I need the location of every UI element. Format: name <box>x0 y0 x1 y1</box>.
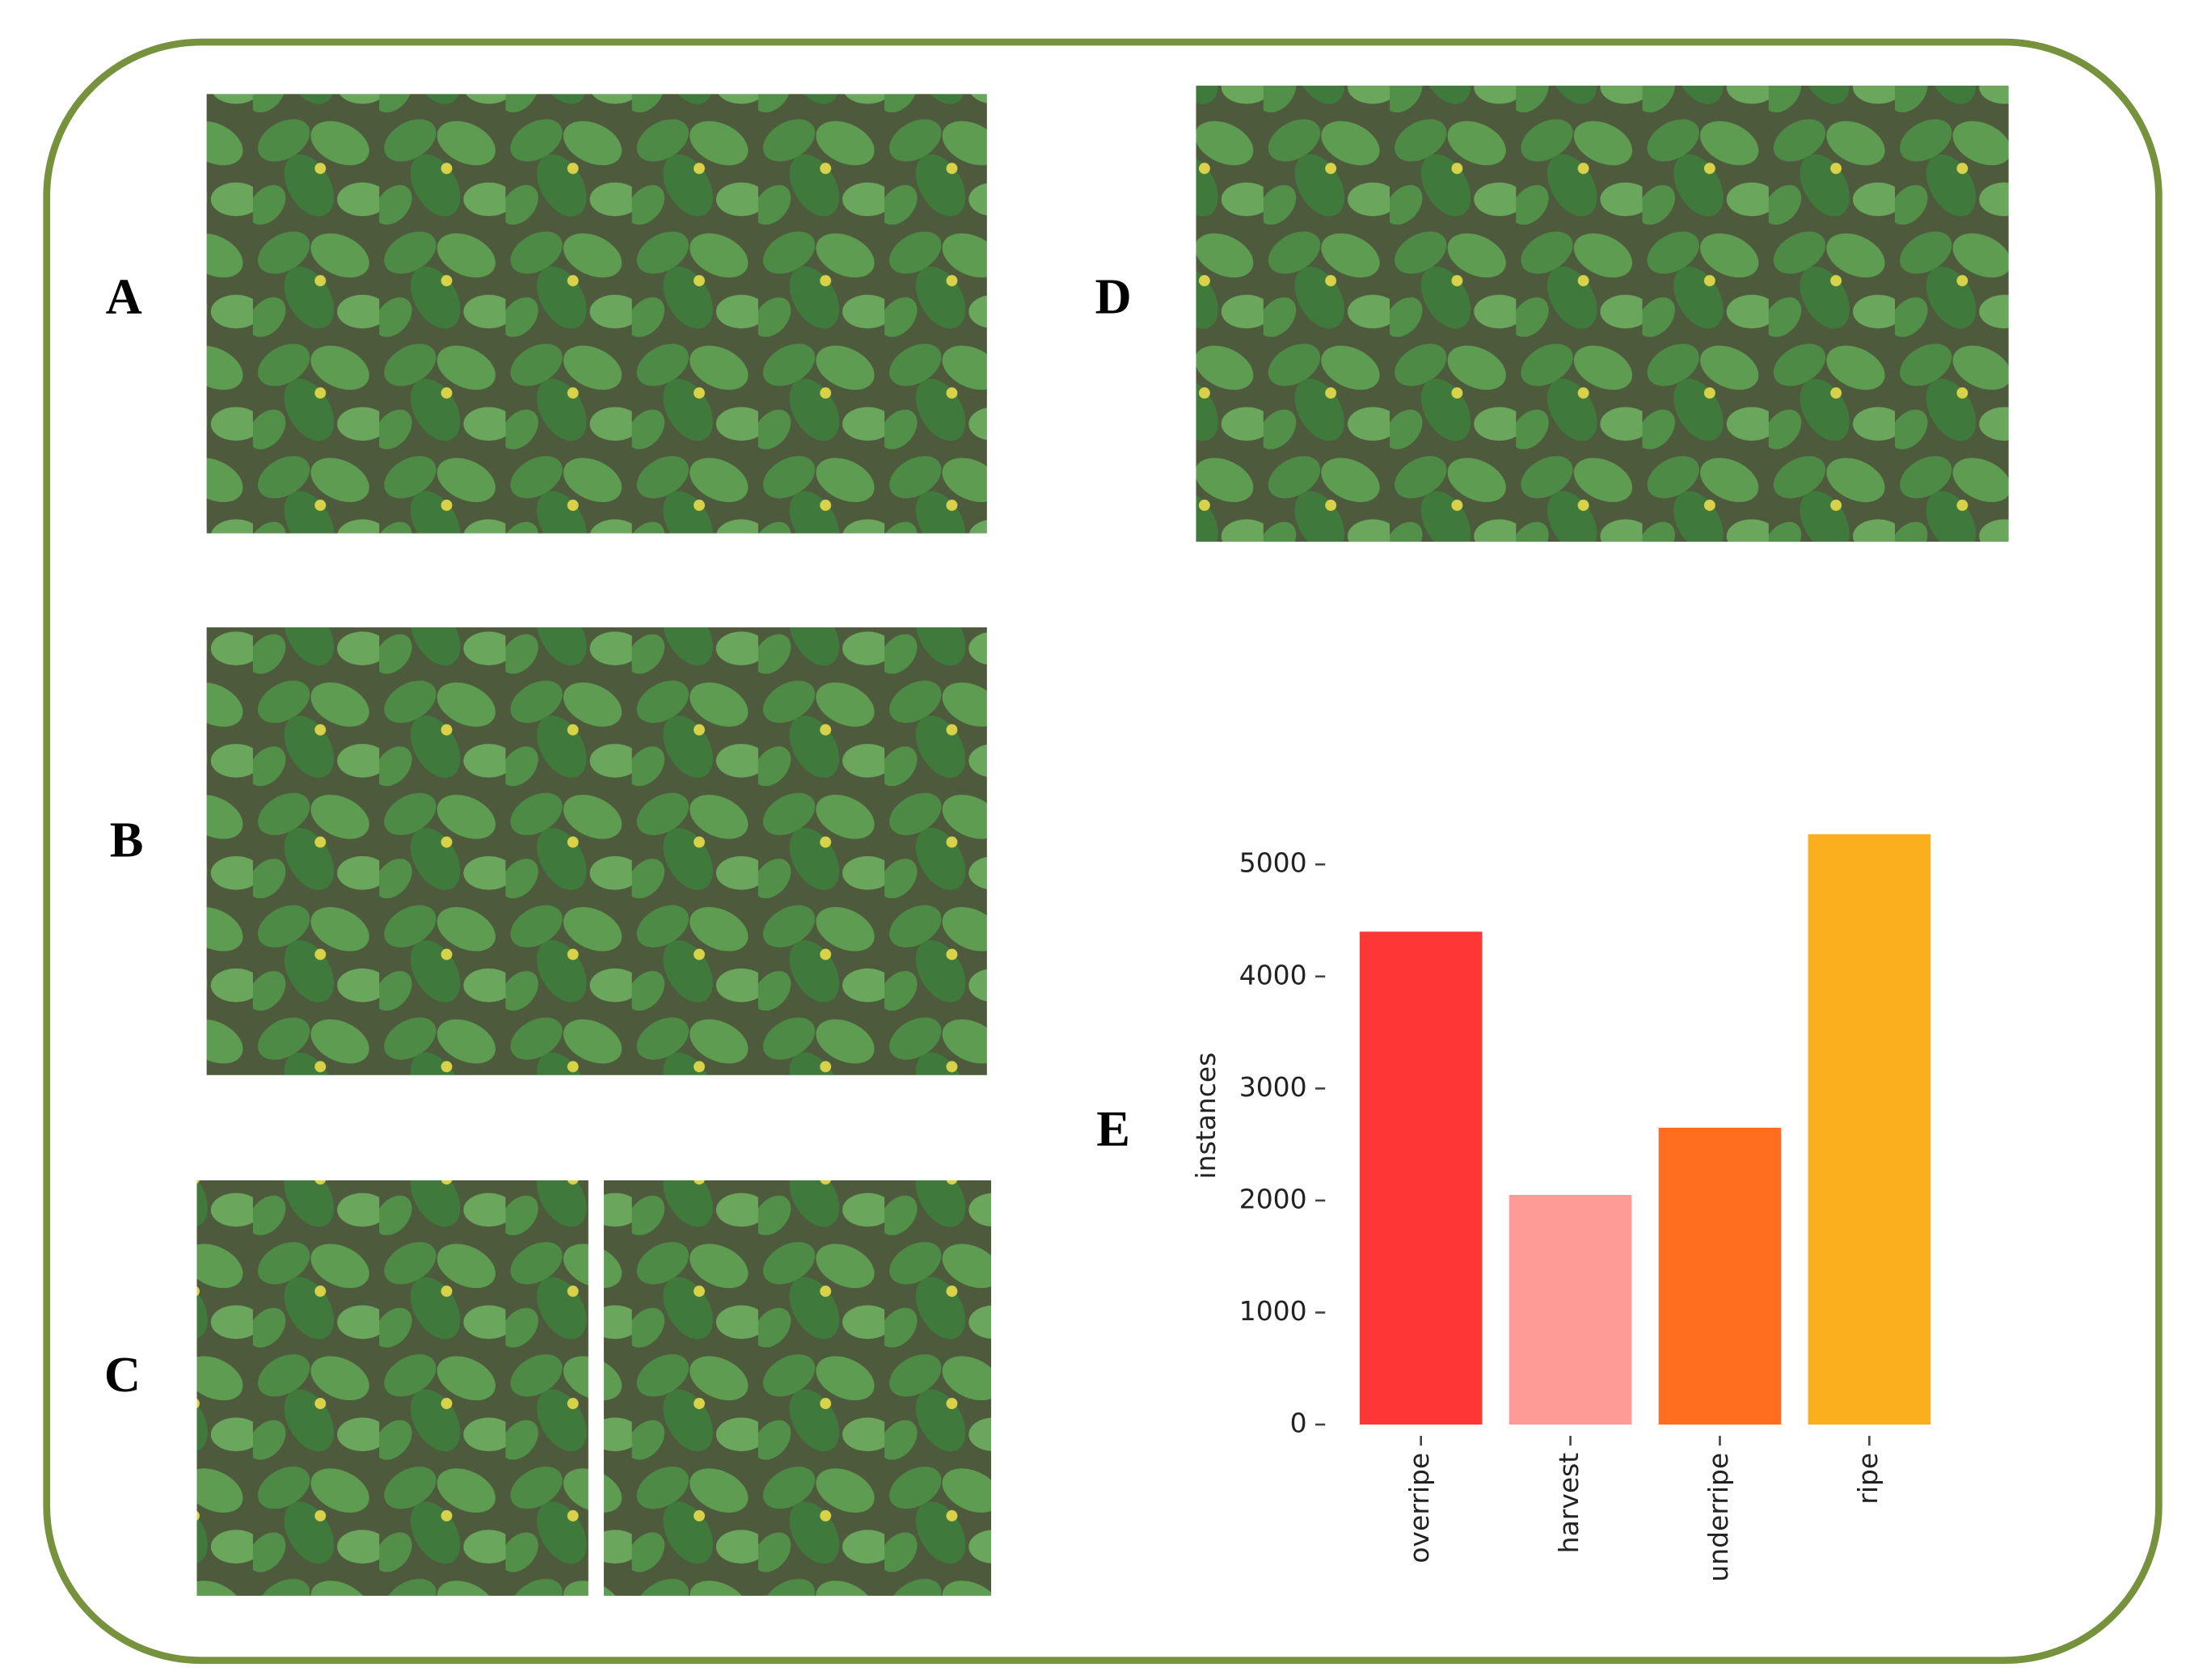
photo-d <box>1196 85 2009 542</box>
y-tick-label: 1000 <box>1239 1295 1307 1327</box>
photo-a <box>206 94 987 534</box>
photo-c-left <box>196 1180 589 1596</box>
photo-c-right <box>603 1180 992 1596</box>
panel-label: A <box>106 268 142 325</box>
bar <box>1808 834 1931 1425</box>
panel-label: E <box>1096 1100 1130 1157</box>
y-tick-label: 2000 <box>1239 1183 1307 1214</box>
y-tick-label: 3000 <box>1239 1071 1307 1103</box>
x-tick-label: harvest <box>1553 1453 1584 1554</box>
bar <box>1359 931 1483 1425</box>
bar <box>1509 1194 1632 1425</box>
bar <box>1658 1127 1782 1425</box>
y-tick-label: 5000 <box>1239 847 1307 879</box>
y-tick-label: 4000 <box>1239 959 1307 990</box>
photo-b <box>206 627 987 1075</box>
y-tick-label: 0 <box>1290 1408 1307 1439</box>
frame <box>43 38 2163 1665</box>
panel-label: B <box>110 811 144 867</box>
panel-label: C <box>104 1346 141 1403</box>
panel-label: D <box>1095 268 1132 325</box>
x-tick-label: overripe <box>1403 1453 1435 1564</box>
x-tick-label: ripe <box>1852 1453 1884 1505</box>
y-axis-label: instances <box>1190 1053 1222 1180</box>
x-tick-label: underripe <box>1703 1453 1734 1582</box>
